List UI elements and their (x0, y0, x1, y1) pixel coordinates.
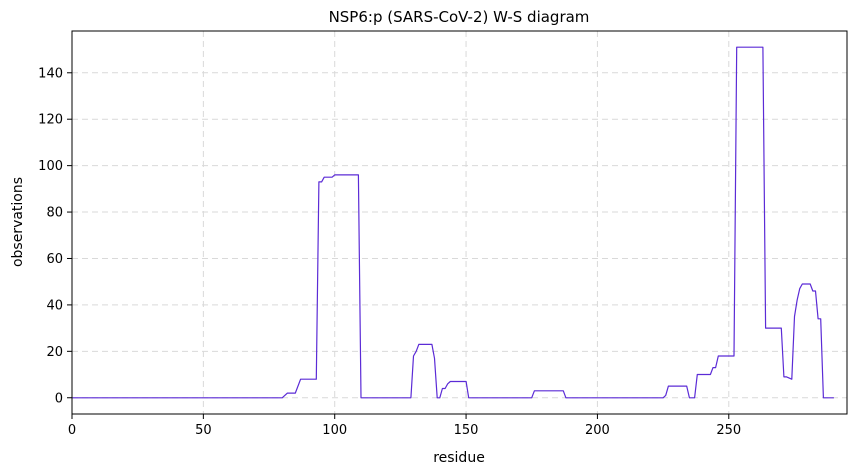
plot-area (72, 46, 834, 399)
y-tick-label: 120 (38, 113, 63, 128)
series-line (72, 46, 834, 399)
x-tick-label: 150 (454, 423, 479, 438)
y-tick-label: 40 (46, 298, 63, 313)
x-tick-label: 0 (68, 423, 76, 438)
y-tick-label: 100 (38, 159, 63, 174)
y-tick-label: 0 (55, 391, 63, 406)
y-axis-title: observations (10, 177, 26, 267)
x-tick-label: 100 (322, 423, 347, 438)
y-tick-label: 80 (46, 206, 63, 221)
y-tick-label: 20 (46, 345, 63, 360)
x-tick-label: 200 (585, 423, 610, 438)
grid (71, 31, 847, 414)
chart-title: NSP6:p (SARS-CoV-2) W-S diagram (329, 8, 590, 26)
y-tick-label: 140 (38, 66, 63, 81)
plot-frame (71, 30, 848, 415)
axis-ticks: 0 50 100 150 200 250 0 20 40 60 80 100 120 140 (38, 66, 741, 438)
x-axis-title: residue (433, 450, 485, 466)
y-tick-label: 60 (46, 252, 63, 267)
x-tick-label: 250 (716, 423, 741, 438)
x-tick-label: 50 (195, 423, 212, 438)
